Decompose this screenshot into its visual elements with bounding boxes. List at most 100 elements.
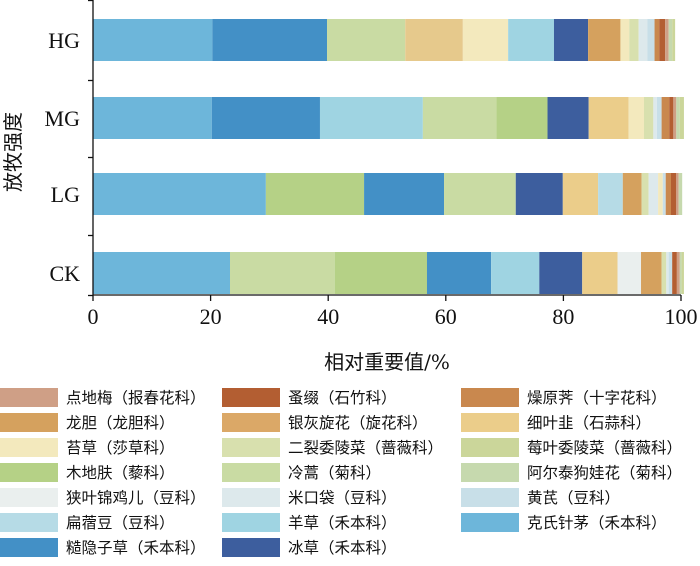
y-tick-label: MG (45, 106, 81, 131)
bar-segment-hg (654, 19, 660, 61)
legend-label: 克氏针茅（禾本科） (527, 514, 667, 532)
bar-segment-ck (681, 252, 684, 294)
legend-label: 扁蓿豆（豆科） (66, 514, 175, 532)
legend-item: 狭叶锦鸡儿（豆科） (0, 486, 206, 508)
bar-segment-ck (539, 252, 583, 294)
bar-segment-lg (676, 173, 679, 215)
bar-segment-mg (679, 97, 684, 139)
bar-segment-ck (582, 252, 618, 294)
legend-item: 冰草（禾本科） (222, 536, 397, 558)
y-tick-label: LG (51, 182, 80, 207)
bar-segment-lg (598, 173, 623, 215)
legend-label: 燥原荠（十字花科） (527, 389, 667, 407)
legend-item: 木地肤（藜科） (0, 461, 175, 483)
y-axis-title: 放牧强度 (1, 112, 25, 192)
legend-item: 冷蒿（菊科） (222, 461, 381, 483)
legend-label: 糙隐子草（禾本科） (66, 539, 206, 557)
legend-swatch (461, 412, 519, 432)
legend-item: 银灰旋花（旋花科） (222, 411, 428, 433)
bar-segment-hg (672, 19, 676, 61)
bar-segment-mg (643, 97, 654, 139)
bar-segment-lg (671, 173, 677, 215)
chart-legend: 点地梅（报春花科） 蚤缀（石竹科） 燥原荠（十字花科） 龙胆（龙胆科） 银灰旋花（旋花科… (0, 386, 700, 566)
x-tick-label: 0 (88, 304, 99, 329)
legend-swatch (222, 487, 280, 507)
legend-swatch (461, 512, 519, 532)
legend-label: 冷蒿（菊科） (288, 464, 382, 482)
bar-segment-mg (422, 97, 497, 139)
bar-segment-mg (211, 97, 320, 139)
legend-label: 点地梅（报春花科） (66, 389, 206, 407)
x-tick-label: 20 (200, 304, 222, 329)
legend-label: 二裂委陵菜（蔷薇科） (288, 439, 444, 457)
legend-swatch (0, 437, 58, 457)
x-tick-label: 60 (435, 304, 457, 329)
legend-label: 苔草（莎草科） (66, 439, 175, 457)
legend-swatch (0, 387, 58, 407)
bar-segment-hg (665, 19, 669, 61)
bar-segment-lg (658, 173, 663, 215)
bar-segment-hg (588, 19, 621, 61)
legend-item: 蚤缀（石竹科） (222, 386, 397, 408)
bar-segment-mg (676, 97, 680, 139)
bar-segment-ck (426, 252, 492, 294)
legend-item: 米口袋（豆科） (222, 486, 397, 508)
legend-item: 克氏针茅（禾本科） (461, 511, 667, 533)
bar-segment-lg (622, 173, 642, 215)
legend-item: 羊草（禾本科） (222, 511, 397, 533)
bar-segment-ck (666, 252, 669, 294)
legend-item: 二裂委陵菜（蔷薇科） (222, 436, 443, 458)
legend-swatch (0, 462, 58, 482)
legend-item: 细叶韭（石蒜科） (461, 411, 651, 433)
bar-segment-ck (491, 252, 540, 294)
x-tick-label: 80 (552, 304, 574, 329)
legend-item: 糙隐子草（禾本科） (0, 536, 206, 558)
bar-segment-ck (668, 252, 673, 294)
legend-label: 银灰旋花（旋花科） (288, 414, 428, 432)
legend-label: 细叶韭（石蒜科） (527, 414, 652, 432)
legend-item: 点地梅（报春花科） (0, 386, 206, 408)
bar-segment-lg (648, 173, 659, 215)
legend-item: 莓叶委陵菜（蔷薇科） (461, 436, 682, 458)
bar-segment-lg (562, 173, 599, 215)
y-tick-label: CK (49, 261, 80, 286)
legend-swatch (461, 437, 519, 457)
bar-segment-ck (93, 252, 230, 294)
bar-segment-lg (444, 173, 516, 215)
legend-label: 冰草（禾本科） (288, 539, 397, 557)
bar-segment-ck (230, 252, 335, 294)
bar-segment-hg (638, 19, 648, 61)
bar-segment-hg (620, 19, 630, 61)
legend-label: 龙胆（龙胆科） (66, 414, 175, 432)
legend-swatch (0, 412, 58, 432)
bar-segment-ck (679, 252, 682, 294)
bar-segment-hg (462, 19, 509, 61)
bar-segment-mg (588, 97, 629, 139)
legend-label: 阿尔泰狗娃花（菊科） (527, 464, 683, 482)
legend-swatch (0, 487, 58, 507)
bar-segment-lg (678, 173, 683, 215)
bar-segment-ck (672, 252, 677, 294)
bar-segment-hg (668, 19, 673, 61)
bar-segment-mg (547, 97, 589, 139)
bar-segment-mg (656, 97, 662, 139)
bar-segment-mg (653, 97, 657, 139)
bar-segment-lg (265, 173, 365, 215)
legend-label: 狭叶锦鸡儿（豆科） (66, 489, 206, 507)
bar-segment-mg (673, 97, 677, 139)
bar-segment-mg (496, 97, 548, 139)
legend-label: 黄芪（豆科） (527, 489, 621, 507)
legend-swatch (0, 537, 58, 557)
legend-label: 羊草（禾本科） (288, 514, 397, 532)
legend-swatch (222, 437, 280, 457)
bar-segment-lg (665, 173, 671, 215)
y-tick-label: HG (48, 28, 80, 53)
legend-swatch (222, 512, 280, 532)
legend-swatch (222, 387, 280, 407)
legend-label: 蚤缀（石竹科） (288, 389, 397, 407)
legend-swatch (461, 487, 519, 507)
bar-segment-hg (93, 19, 213, 61)
bar-segment-lg (641, 173, 649, 215)
bar-segment-ck (661, 252, 667, 294)
bar-segment-hg (212, 19, 328, 61)
